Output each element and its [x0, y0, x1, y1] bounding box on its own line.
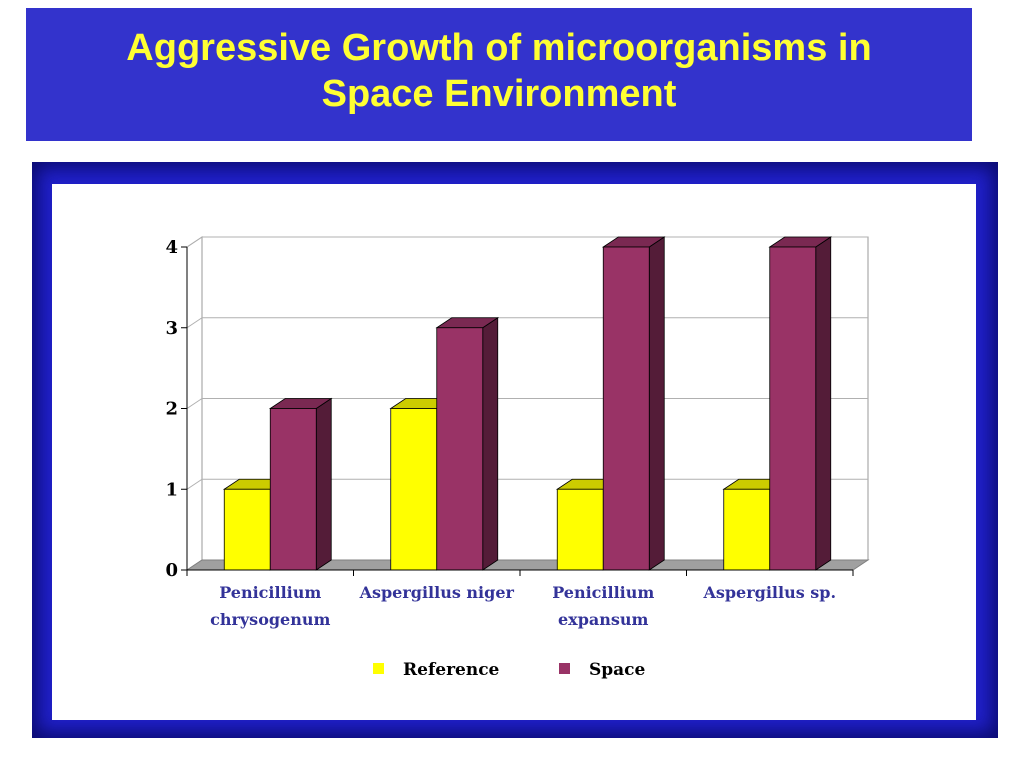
x-tick-label: Penicillium — [219, 583, 321, 602]
x-tick-label: chrysogenum — [210, 610, 330, 629]
legend-swatch-space — [559, 663, 570, 674]
bar-side-space — [315, 397, 332, 571]
y-tick-label: 1 — [165, 479, 178, 500]
bar-space — [769, 246, 817, 571]
gridline-side — [186, 317, 203, 329]
bar-reference — [223, 488, 271, 571]
bar-space — [269, 408, 317, 571]
bar-side-space — [482, 317, 499, 571]
bar-reference — [556, 488, 604, 571]
y-tick-label: 4 — [165, 237, 178, 258]
legend-label-reference: Reference — [403, 660, 500, 680]
gridline-side — [186, 398, 203, 409]
legend-label-space: Space — [589, 660, 646, 680]
x-tick-label: Penicillium — [552, 583, 654, 602]
bar-space — [436, 327, 484, 571]
slide-title-line-2: Space Environment — [321, 72, 677, 115]
slide-title: Aggressive Growth of microorganisms in S… — [126, 25, 871, 117]
y-tick-label: 3 — [165, 318, 178, 339]
gridline-side — [186, 478, 203, 490]
x-tick-label: expansum — [558, 610, 649, 629]
bar-reference — [723, 488, 771, 571]
bar-side-space — [648, 236, 665, 571]
gridline-side — [186, 236, 203, 248]
x-tick-label: Aspergillus niger — [359, 583, 515, 602]
bar-space — [602, 246, 650, 571]
legend-swatch-reference — [373, 663, 384, 674]
y-tick-label: 0 — [165, 560, 178, 581]
slide-title-line-1: Aggressive Growth of microorganisms in — [126, 26, 872, 69]
slide-title-box: Aggressive Growth of microorganisms in S… — [26, 8, 972, 141]
bar-side-space — [815, 236, 832, 571]
bar-reference — [390, 408, 438, 571]
x-tick-label: Aspergillus sp. — [702, 583, 836, 602]
y-tick-label: 2 — [165, 399, 178, 420]
